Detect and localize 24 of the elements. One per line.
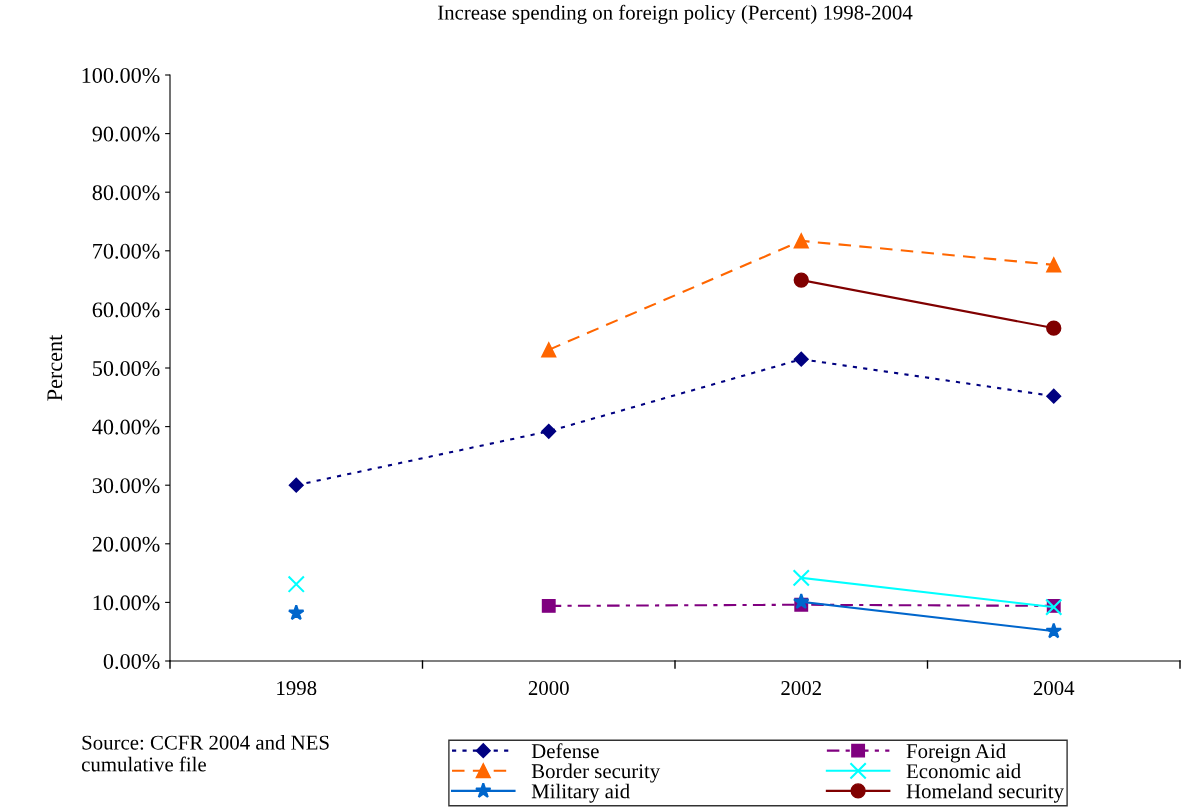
y-tick-label: 50.00% [93,360,160,377]
y-tick-label: 20.00% [92,536,160,552]
y-tick-label: 80.00% [92,185,160,201]
y-tick-label: 10.00% [93,595,160,611]
y-tick-label: 90.00% [92,126,160,142]
y-tick-label: 100.00% [82,67,160,84]
chart-title: Increase spending on foreign policy (Percent) 1998-2004 [437,4,913,24]
x-tick-label: 2000 [528,681,569,696]
legend-label: Border security [531,763,661,783]
legend-label: Defense [531,743,599,759]
y-axis-title: Percent [47,334,63,401]
x-tick-label: 2004 [1033,681,1075,696]
source-note: Source: CCFR 2004 and NES cumulative file [81,735,329,772]
legend-label: Economic aid [906,763,1021,779]
y-tick-label: 30.00% [92,478,160,494]
x-tick-label: 2002 [781,681,821,696]
legend-label: Homeland security [906,783,1064,803]
legend-label: Military aid [531,783,630,803]
x-tick-label: 1998 [277,681,317,696]
y-tick-label: 60.00% [92,302,160,318]
y-tick-label: 0.00% [103,653,160,670]
y-tick-label: 40.00% [92,419,160,435]
legend-label: Foreign Aid [906,743,1006,763]
y-tick-label: 70.00% [93,243,160,259]
